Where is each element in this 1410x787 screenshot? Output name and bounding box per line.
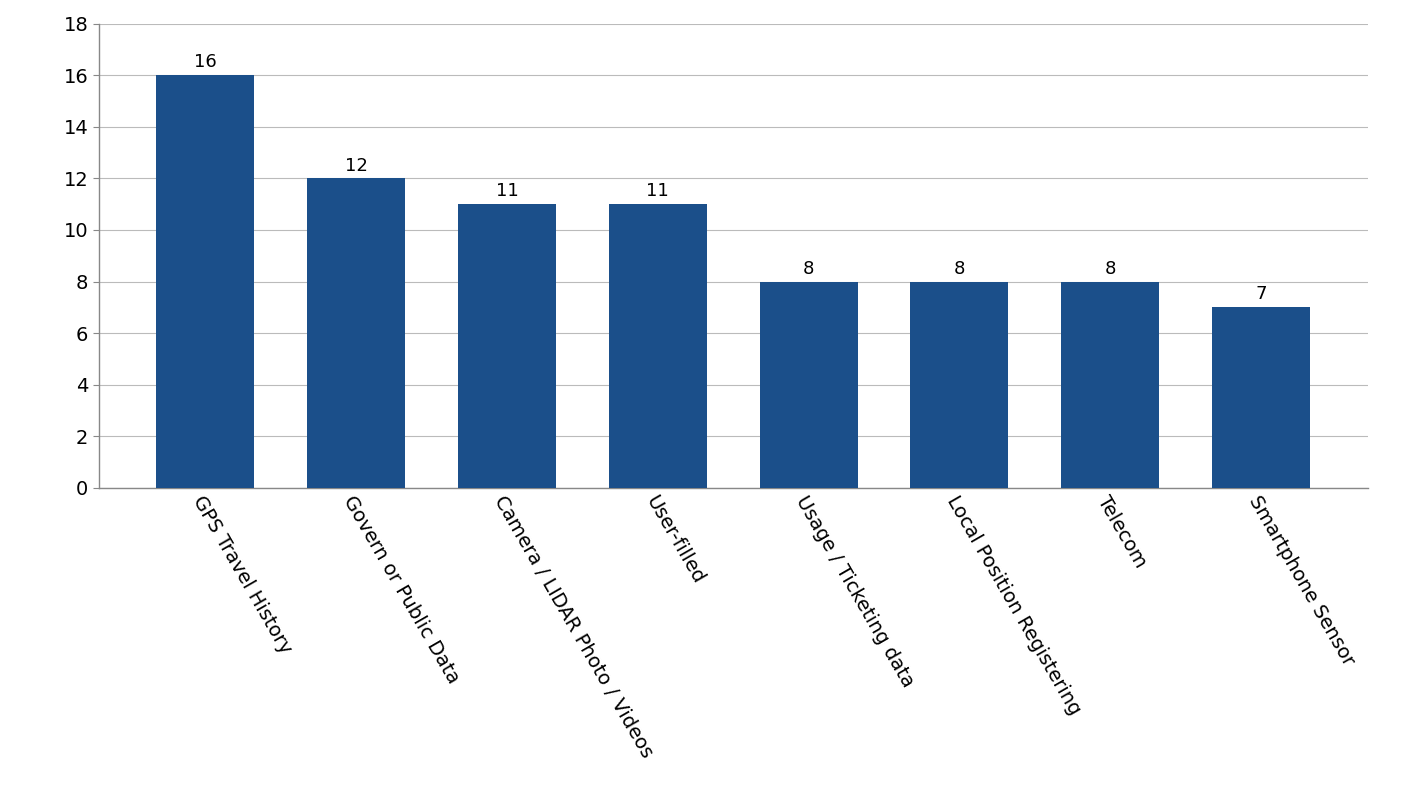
Text: 12: 12 — [345, 157, 368, 175]
Text: 11: 11 — [646, 183, 670, 201]
Text: 7: 7 — [1255, 286, 1266, 304]
Bar — [307, 179, 405, 488]
Bar — [760, 282, 857, 488]
Text: 8: 8 — [802, 260, 815, 278]
Bar — [1213, 308, 1310, 488]
Bar — [1062, 282, 1159, 488]
Text: 8: 8 — [1104, 260, 1115, 278]
Bar — [609, 204, 706, 488]
Bar — [458, 204, 556, 488]
Bar — [157, 76, 254, 488]
Text: 11: 11 — [496, 183, 519, 201]
Text: 16: 16 — [195, 54, 217, 72]
Text: 8: 8 — [953, 260, 964, 278]
Bar — [911, 282, 1008, 488]
